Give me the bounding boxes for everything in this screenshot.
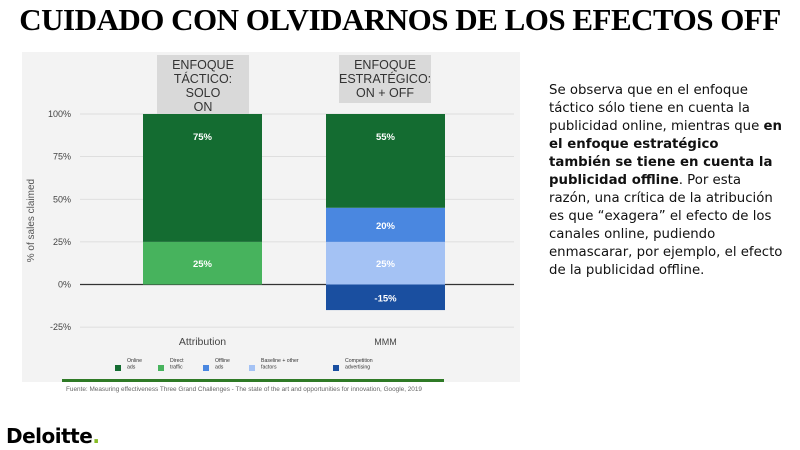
description-part2: . Por esta razón, una crítica de la atri…: [549, 173, 783, 278]
bar-segment: [143, 241, 262, 285]
bar-segment: [326, 241, 445, 285]
y-tick-label: 100%: [48, 109, 71, 119]
y-tick-label: 0%: [58, 280, 71, 290]
legend-label: traffic: [170, 365, 183, 371]
bar-segment: [143, 114, 262, 242]
legend-label: Online: [127, 358, 142, 364]
y-tick-label: 75%: [53, 152, 71, 162]
header-tactical: ENFOQUE TÁCTICO: SOLO ON: [157, 55, 249, 117]
y-tick-label: 50%: [53, 194, 71, 204]
data-label: 20%: [376, 221, 396, 232]
data-label: 25%: [193, 259, 213, 270]
data-label: -15%: [374, 293, 397, 304]
data-label: 75%: [193, 132, 213, 143]
legend-label: factors: [261, 365, 277, 371]
legend-label: ads: [215, 365, 224, 371]
bar-segment: [326, 207, 445, 242]
x-tick-label: MMM: [374, 337, 397, 347]
bar-segment: [326, 114, 445, 208]
y-tick-label: 25%: [53, 237, 71, 247]
legend-label: Offline: [215, 358, 230, 364]
y-axis-label: % of sales claimed: [26, 179, 37, 262]
legend-label: Baseline + other: [261, 358, 299, 364]
x-tick-label: Attribution: [179, 336, 226, 348]
data-label: 25%: [376, 259, 396, 270]
description-bold: en el enfoque estratégico también se tie…: [549, 119, 782, 188]
y-tick-label: -25%: [50, 322, 71, 332]
legend-label: Competition: [345, 358, 373, 364]
legend-swatch: [158, 365, 164, 371]
chart-underline: [62, 379, 444, 382]
legend-swatch: [249, 365, 255, 371]
page-title: CUIDADO CON OLVIDARNOS DE LOS EFECTOS OF…: [19, 2, 781, 37]
header-strategic: ENFOQUE ESTRATÉGICO: ON + OFF: [339, 55, 431, 103]
logo-text: Deloitte: [6, 424, 93, 448]
logo-dot: .: [92, 424, 100, 448]
legend-swatch: [203, 365, 209, 371]
legend-label: ads: [127, 365, 136, 371]
description-text: Se observa que en el enfoque táctico sól…: [549, 82, 784, 280]
deloitte-logo: Deloitte.: [6, 424, 100, 448]
legend-swatch: [115, 365, 121, 371]
legend-swatch: [333, 365, 339, 371]
source-note: Fuente: Measuring effectiveness Three Gr…: [66, 386, 422, 393]
bar-segment: [326, 284, 445, 311]
data-label: 55%: [376, 132, 396, 143]
description-part1: Se observa que en el enfoque táctico sól…: [549, 83, 764, 134]
legend-label: Direct: [170, 358, 184, 364]
legend-label: advertising: [345, 365, 370, 371]
